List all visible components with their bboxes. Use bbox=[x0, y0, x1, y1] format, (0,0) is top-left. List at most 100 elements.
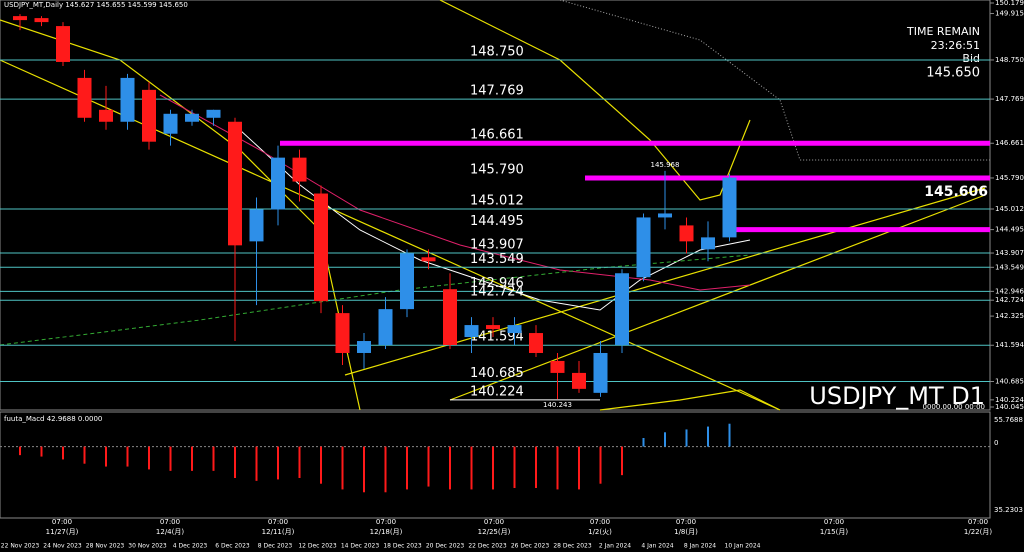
annotation: 140.243 bbox=[543, 401, 572, 409]
candle-body bbox=[615, 273, 629, 346]
candle-body bbox=[400, 253, 414, 310]
y-tick-label: 140.685 bbox=[995, 377, 1024, 385]
time-label: 07:00 bbox=[160, 518, 180, 526]
candle-body bbox=[271, 157, 285, 210]
y-tick-label: 148.750 bbox=[995, 56, 1024, 64]
macd-scale: 0 bbox=[994, 439, 998, 447]
candle-body bbox=[99, 109, 113, 122]
candle-body bbox=[56, 26, 70, 62]
level-label: 145.790 bbox=[470, 162, 524, 177]
date-label: 8 Jan 2024 bbox=[684, 543, 716, 550]
candle-body bbox=[34, 18, 49, 23]
candle-body bbox=[443, 289, 457, 346]
y-tick-label: 145.790 bbox=[995, 174, 1024, 182]
time-label: 07:00 bbox=[676, 518, 696, 526]
info: 145.650 bbox=[926, 66, 980, 81]
date-label: 22 Nov 2023 bbox=[1, 543, 40, 550]
candle-body bbox=[228, 121, 242, 246]
candle-body bbox=[206, 109, 221, 118]
date-label: 10 Jan 2024 bbox=[725, 543, 761, 550]
candle-body bbox=[658, 213, 672, 218]
day-label: 1/15(月) bbox=[820, 528, 848, 536]
annotation: 145.968 bbox=[651, 161, 680, 169]
time-label: 07:00 bbox=[968, 518, 988, 526]
level-label: 142.724 bbox=[470, 285, 524, 300]
y-tick-label: 147.769 bbox=[995, 95, 1024, 103]
candle-body bbox=[464, 325, 479, 338]
macd-title: fuuta_Macd 42.9688 0.0000 bbox=[4, 415, 102, 423]
day-label: 1/22(月) bbox=[964, 528, 992, 536]
candle-body bbox=[185, 113, 199, 122]
level-label: 143.907 bbox=[470, 238, 524, 253]
y-tick-label: 142.325 bbox=[995, 312, 1024, 320]
y-tick-label: 146.661 bbox=[995, 139, 1024, 147]
level-label: 143.549 bbox=[470, 252, 524, 267]
time-label: 07:00 bbox=[376, 518, 396, 526]
level-label: 148.750 bbox=[470, 44, 524, 59]
day-label: 1/2(火) bbox=[588, 528, 612, 536]
level-label: 140.685 bbox=[470, 366, 524, 381]
y-tick-label: 150.179 bbox=[995, 0, 1024, 7]
y-tick-label: 140.045 bbox=[995, 403, 1024, 411]
time-label: 07:00 bbox=[52, 518, 72, 526]
date-label: 12 Dec 2023 bbox=[298, 543, 337, 550]
date-label: 22 Dec 2023 bbox=[468, 543, 507, 550]
date-label: 30 Nov 2023 bbox=[128, 543, 167, 550]
info: Bid bbox=[962, 52, 980, 65]
candle-body bbox=[249, 209, 264, 242]
y-tick-label: 145.012 bbox=[995, 205, 1024, 213]
candle-body bbox=[77, 77, 92, 118]
ma-line bbox=[239, 129, 751, 311]
main-frame bbox=[0, 0, 991, 411]
candle-body bbox=[507, 325, 522, 334]
date-label: 6 Dec 2023 bbox=[215, 543, 250, 550]
day-label: 12/18(月) bbox=[370, 528, 403, 536]
candle-body bbox=[572, 372, 586, 389]
day-label: 12/4(月) bbox=[156, 528, 184, 536]
cloud-line bbox=[559, 0, 990, 161]
candle-body bbox=[335, 313, 350, 353]
date-label: 28 Dec 2023 bbox=[553, 543, 592, 550]
watermark: USDJPY_MT D1 bbox=[809, 382, 985, 410]
time-label: 07:00 bbox=[824, 518, 844, 526]
level-label: 147.769 bbox=[470, 84, 524, 99]
candle-body bbox=[378, 309, 393, 346]
time-label: 07:00 bbox=[590, 518, 610, 526]
candle-body bbox=[636, 217, 651, 278]
candle-body bbox=[142, 89, 156, 142]
ma-line bbox=[159, 94, 751, 291]
y-tick-label: 142.724 bbox=[995, 296, 1024, 304]
date-label: 18 Dec 2023 bbox=[383, 543, 422, 550]
candle-body bbox=[163, 113, 178, 134]
y-tick-label: 143.549 bbox=[995, 263, 1024, 271]
candle-body bbox=[292, 157, 307, 182]
date-label: 4 Dec 2023 bbox=[173, 543, 208, 550]
level-label: 140.224 bbox=[470, 384, 524, 399]
macd-scale: 35.2303 bbox=[994, 506, 1023, 514]
candle-body bbox=[701, 237, 715, 250]
day-label: 12/11(月) bbox=[262, 528, 295, 536]
level-label: 144.495 bbox=[470, 214, 524, 229]
current-price: 145.606 bbox=[924, 184, 988, 200]
level-label: 146.661 bbox=[470, 128, 524, 143]
candle-body bbox=[357, 341, 371, 353]
ma-line bbox=[0, 254, 751, 346]
date-label: 24 Nov 2023 bbox=[43, 543, 82, 550]
level-label: 145.012 bbox=[470, 193, 524, 208]
time-text: 0000.00.00 00:00 bbox=[923, 403, 985, 411]
candle-body bbox=[593, 352, 608, 393]
day-label: 1/8(月) bbox=[674, 528, 698, 536]
level-label: 142.946 bbox=[470, 276, 524, 291]
candle-body bbox=[120, 77, 135, 122]
candle-body bbox=[550, 360, 565, 373]
info: 23:26:51 bbox=[931, 39, 980, 52]
y-tick-label: 143.907 bbox=[995, 249, 1024, 257]
candle-body bbox=[486, 325, 500, 330]
macd-scale: 55.7688 bbox=[994, 416, 1023, 424]
y-tick-label: 142.946 bbox=[995, 287, 1024, 295]
date-label: 14 Dec 2023 bbox=[341, 543, 380, 550]
candle-body bbox=[679, 225, 694, 242]
date-label: 2 Jan 2024 bbox=[599, 543, 631, 550]
day-label: 11/27(月) bbox=[46, 528, 79, 536]
date-label: 8 Dec 2023 bbox=[258, 543, 293, 550]
